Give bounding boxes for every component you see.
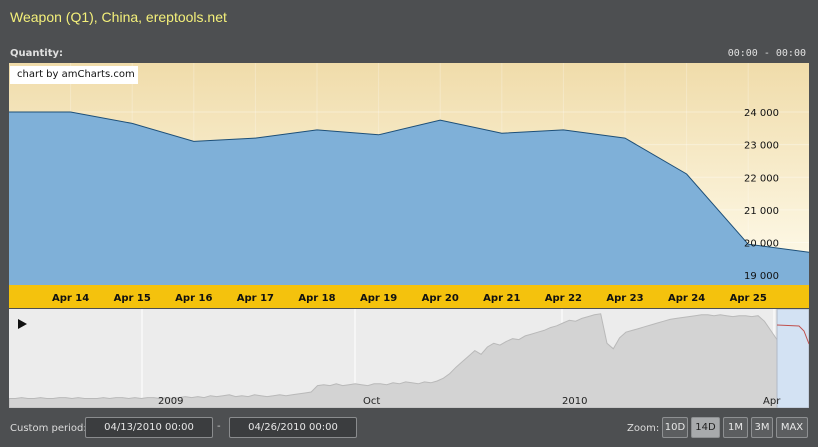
x-tick-label: Apr 22	[545, 293, 582, 304]
x-tick-label: Apr 18	[298, 293, 335, 304]
amcharts-credit-link[interactable]: chart by amCharts.com	[10, 66, 138, 84]
quantity-label: Quantity:	[10, 48, 63, 59]
scrollbar-selection-series	[776, 324, 809, 345]
y-tick-label: 23 000	[744, 141, 779, 152]
scrollbar-history-area	[9, 313, 778, 408]
time-range-readout: 00:00 - 00:00	[727, 48, 806, 59]
x-tick-label: Apr 14	[52, 293, 89, 304]
custom-period-label: Custom period:	[10, 423, 87, 434]
x-tick-label: Apr 20	[422, 293, 459, 304]
scrollbar-chart[interactable]: 2009 Oct 2010 Apr	[9, 309, 809, 408]
x-axis-band	[9, 285, 809, 308]
scrollbar-label: Oct	[363, 396, 380, 407]
scrollbar-selection[interactable]	[776, 309, 809, 408]
y-tick-label: 24 000	[744, 108, 779, 119]
zoom-max-button[interactable]: MAX	[776, 417, 808, 438]
scrollbar-label: 2010	[562, 396, 587, 407]
x-tick-label: Apr 19	[360, 293, 397, 304]
series-area	[9, 112, 809, 285]
x-tick-label: Apr 23	[606, 293, 643, 304]
x-tick-label: Apr 16	[175, 293, 212, 304]
zoom-10d-button[interactable]: 10D	[662, 417, 688, 438]
x-tick-label: Apr 21	[483, 293, 520, 304]
zoom-3m-button[interactable]: 3M	[751, 417, 773, 438]
zoom-label: Zoom:	[627, 423, 660, 434]
zoom-1m-button[interactable]: 1M	[723, 417, 748, 438]
x-tick-label: Apr 24	[668, 293, 705, 304]
x-tick-label: Apr 25	[730, 293, 767, 304]
chart-title: Weapon (Q1), China, ereptools.net	[10, 9, 227, 25]
scrollbar-label: 2009	[158, 396, 183, 407]
play-icon[interactable]	[18, 319, 27, 329]
main-chart: 19 000 20 000 21 000 22 000 23 000 24 000 Apr…	[9, 63, 809, 308]
scrollbar-labels: 2009 Oct 2010 Apr	[158, 396, 781, 407]
scrollbar-label: Apr	[763, 396, 781, 407]
series-line	[9, 111, 809, 253]
date-from-input[interactable]: 04/13/2010 00:00	[85, 417, 213, 438]
x-tick-label: Apr 17	[237, 293, 274, 304]
y-tick-label: 21 000	[744, 206, 779, 217]
x-axis-ticks: Apr 14 Apr 15 Apr 16 Apr 17 Apr 18 Apr 19 Apr …	[52, 293, 767, 304]
date-to-input[interactable]: 04/26/2010 00:00	[229, 417, 357, 438]
x-tick-label: Apr 15	[114, 293, 151, 304]
y-axis-ticks: 19 000 20 000 21 000 22 000 23 000 24 000	[744, 108, 779, 282]
date-separator: -	[217, 421, 221, 432]
y-tick-label: 19 000	[744, 271, 779, 282]
y-tick-label: 22 000	[744, 173, 779, 184]
zoom-14d-button[interactable]: 14D	[691, 417, 720, 438]
y-tick-label: 20 000	[744, 239, 779, 250]
